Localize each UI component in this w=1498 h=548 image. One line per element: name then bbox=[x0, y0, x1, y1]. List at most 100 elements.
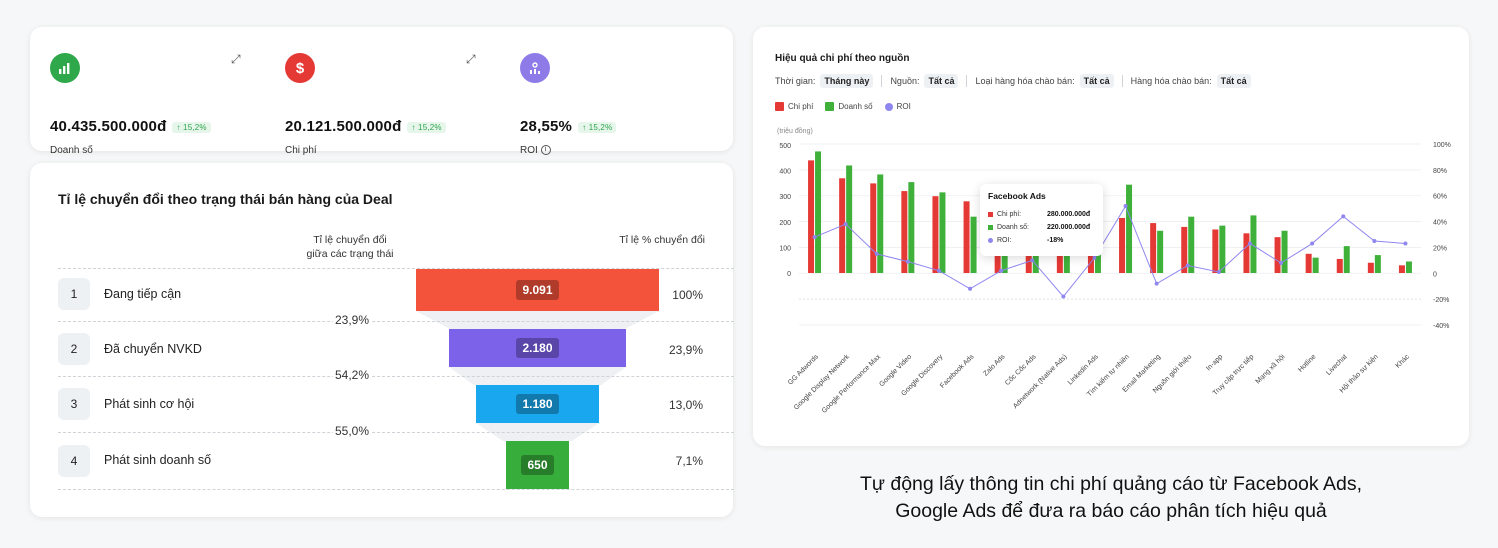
chart-card: Hiệu quả chi phí theo nguồn Thời gian: Th… bbox=[753, 27, 1469, 446]
y-left-tick-label: 500 bbox=[779, 143, 791, 150]
roi-point bbox=[812, 235, 817, 240]
revenue-bar bbox=[1374, 255, 1381, 273]
divider bbox=[966, 75, 968, 87]
change-badge: ↑ 15,2% bbox=[172, 121, 211, 133]
revenue-bar bbox=[1219, 225, 1226, 273]
kpi-cost: $ 20.121.500.000đ ↑ 15,2% Chi phí bbox=[285, 53, 500, 156]
revenue-bar bbox=[939, 192, 946, 273]
funnel-bar[interactable]: 2.180 bbox=[449, 329, 626, 367]
tooltip-row: ROI: -18% bbox=[988, 234, 1095, 247]
y-left-tick-label: 100 bbox=[779, 245, 791, 252]
roi-point bbox=[936, 268, 941, 273]
kpi-revenue: 40.435.500.000đ ↑ 15,2% Doanh số bbox=[50, 53, 265, 156]
cost-bar bbox=[963, 201, 970, 273]
conversion-pct: 54,2% bbox=[333, 368, 372, 382]
tooltip-row: Doanh số: 220.000.000đ bbox=[988, 221, 1095, 234]
filter-time[interactable]: Thời gian: Tháng này bbox=[775, 74, 874, 88]
between-status-header: Tỉ lệ chuyển đổi giữa các trạng thái bbox=[306, 234, 394, 260]
cost-bar bbox=[1398, 265, 1405, 273]
unit-label: (triệu đồng) bbox=[777, 126, 813, 135]
funnel-value: 1.180 bbox=[516, 394, 559, 414]
expand-icon[interactable]: ⤢ bbox=[231, 52, 241, 66]
roi-point bbox=[843, 222, 848, 227]
y-right-tick-label: 40% bbox=[1433, 220, 1447, 227]
y-left-tick-label: 200 bbox=[779, 220, 791, 227]
y-right-tick-label: 20% bbox=[1433, 245, 1447, 252]
cost-bar bbox=[1336, 258, 1343, 273]
divider bbox=[58, 432, 734, 433]
x-tick-label: Google Video bbox=[878, 353, 913, 388]
cost-bar bbox=[1367, 262, 1374, 273]
roi-point bbox=[1372, 238, 1377, 243]
row-pct: 7,1% bbox=[675, 454, 703, 468]
revenue-bar bbox=[1126, 184, 1133, 273]
roi-point bbox=[905, 259, 910, 264]
x-tick-label: Zalo Ads bbox=[982, 353, 1007, 378]
x-tick-label: Google Performance Max bbox=[821, 353, 883, 415]
chart-title: Hiệu quả chi phí theo nguồn bbox=[775, 53, 910, 64]
cost-bar bbox=[1119, 217, 1126, 273]
bar-chart-icon bbox=[50, 53, 80, 83]
legend-revenue[interactable]: Doanh số bbox=[825, 102, 873, 111]
pct-header: Tỉ lệ % chuyển đổi bbox=[619, 234, 705, 246]
roi-point bbox=[1403, 241, 1408, 246]
roi-point bbox=[1310, 241, 1315, 246]
x-tick-label: In-app bbox=[1205, 353, 1224, 372]
filter-source[interactable]: Nguồn: Tất cả bbox=[890, 74, 959, 88]
cost-bar bbox=[1274, 237, 1281, 273]
y-left-tick-label: 400 bbox=[779, 169, 791, 176]
x-tick-label: Hotline bbox=[1297, 353, 1317, 373]
info-icon[interactable]: i bbox=[540, 145, 551, 156]
revenue-bar bbox=[908, 182, 915, 273]
filter-bar: Thời gian: Tháng này Nguồn: Tất cả Loại hà… bbox=[775, 74, 1259, 88]
cost-bar bbox=[870, 183, 877, 273]
roi-point bbox=[1123, 204, 1128, 209]
row-number: 1 bbox=[58, 278, 90, 310]
kpi-label: Doanh số bbox=[50, 145, 93, 156]
roi-point bbox=[968, 286, 973, 291]
revenue-bar bbox=[877, 174, 884, 273]
roi-icon bbox=[520, 53, 550, 83]
row-pct: 100% bbox=[672, 288, 703, 302]
funnel-bar[interactable]: 9.091 bbox=[416, 269, 659, 311]
y-right-tick-label: 80% bbox=[1433, 168, 1447, 175]
y-right-tick-label: 60% bbox=[1433, 194, 1447, 201]
kpi-value: 20.121.500.000đ ↑ 15,2% bbox=[285, 118, 446, 135]
revenue-bar bbox=[970, 216, 977, 273]
filter-product[interactable]: Hàng hóa chào bán: Tất cả bbox=[1131, 74, 1251, 88]
row-pct: 23,9% bbox=[668, 343, 703, 357]
row-number: 4 bbox=[58, 445, 90, 477]
cost-bar bbox=[1243, 233, 1250, 273]
cost-bar bbox=[901, 191, 908, 273]
legend-cost[interactable]: Chi phí bbox=[775, 102, 813, 111]
legend-roi[interactable]: ROI bbox=[884, 102, 911, 111]
caption-line-1: Tự động lấy thông tin chi phí quảng cáo … bbox=[859, 473, 1362, 495]
chart-legend: Chi phí Doanh số ROI bbox=[775, 102, 923, 111]
divider bbox=[58, 489, 734, 490]
cost-bar bbox=[1150, 223, 1157, 273]
y-right-tick-label: -20% bbox=[1433, 297, 1449, 304]
y-right-tick-label: 100% bbox=[1433, 142, 1451, 149]
revenue-bar bbox=[1188, 216, 1195, 273]
chart-tooltip: Facebook Ads Chi phí: 280.000.000đ Doanh … bbox=[980, 184, 1103, 256]
change-badge: ↑ 15,2% bbox=[407, 121, 446, 133]
roi-point bbox=[1092, 255, 1097, 260]
x-tick-label: GG Adwords bbox=[787, 353, 820, 386]
cost-bar bbox=[1305, 253, 1312, 273]
revenue-bar bbox=[1250, 215, 1257, 273]
funnel-value: 650 bbox=[521, 455, 554, 475]
roi-point bbox=[1185, 263, 1190, 268]
expand-icon[interactable]: ⤢ bbox=[466, 52, 476, 66]
cost-bar bbox=[1181, 226, 1188, 273]
funnel-bar[interactable]: 1.180 bbox=[476, 385, 599, 423]
revenue-bar bbox=[846, 165, 853, 273]
tooltip-title: Facebook Ads bbox=[988, 191, 1046, 201]
roi-line bbox=[814, 204, 1406, 298]
filter-product-type[interactable]: Loại hàng hóa chào bán: Tất cả bbox=[975, 74, 1114, 88]
revenue-bar bbox=[1157, 230, 1164, 273]
x-tick-label: Facebook Ads bbox=[939, 353, 976, 390]
change-badge: ↑ 15,2% bbox=[578, 121, 617, 133]
funnel-bar[interactable]: 650 bbox=[506, 441, 569, 489]
y-left-tick-label: 0 bbox=[787, 271, 791, 278]
row-number: 2 bbox=[58, 333, 90, 365]
